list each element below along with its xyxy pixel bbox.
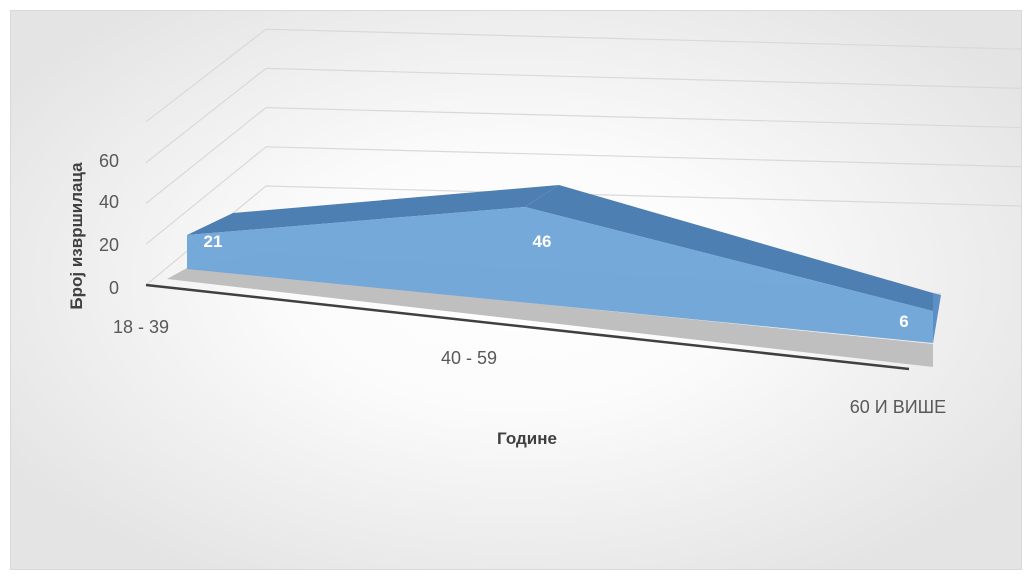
y-axis-ticks: 0 20 40 60 — [99, 151, 119, 298]
x-tick-label: 60 И ВИШЕ — [850, 397, 946, 417]
chart-area: 21 46 6 0 20 40 60 18 - 39 40 - 59 60 И ВИШЕ Бр… — [10, 10, 1022, 570]
data-label: 6 — [899, 312, 908, 331]
gridline — [145, 28, 1021, 123]
gridlines — [145, 28, 1021, 286]
gridline — [145, 67, 1021, 164]
floor-front-edge — [167, 268, 933, 367]
x-tick-label: 18 - 39 — [113, 317, 169, 337]
gridline — [145, 185, 1021, 286]
area-top-left — [187, 185, 559, 235]
chart-svg: 21 46 6 0 20 40 60 18 - 39 40 - 59 60 И ВИШЕ Бр… — [67, 28, 1021, 448]
area-front — [187, 207, 933, 343]
data-label: 46 — [533, 232, 552, 251]
area-series — [187, 185, 941, 343]
x-axis-line — [145, 283, 910, 371]
data-labels: 21 46 6 — [204, 232, 909, 331]
y-tick-label: 0 — [109, 278, 119, 298]
y-tick-label: 60 — [99, 151, 119, 171]
gridline — [145, 146, 1021, 245]
area-side — [933, 293, 941, 343]
data-label: 21 — [204, 232, 223, 251]
x-axis-title: Године — [497, 429, 557, 448]
gridline — [145, 106, 1021, 204]
y-tick-label: 20 — [99, 235, 119, 255]
y-axis-title: Број извршилаца — [67, 162, 86, 310]
area-top-right — [525, 185, 933, 311]
x-tick-label: 40 - 59 — [441, 348, 497, 368]
y-tick-label: 40 — [99, 192, 119, 212]
x-axis-ticks: 18 - 39 40 - 59 60 И ВИШЕ — [113, 317, 946, 417]
